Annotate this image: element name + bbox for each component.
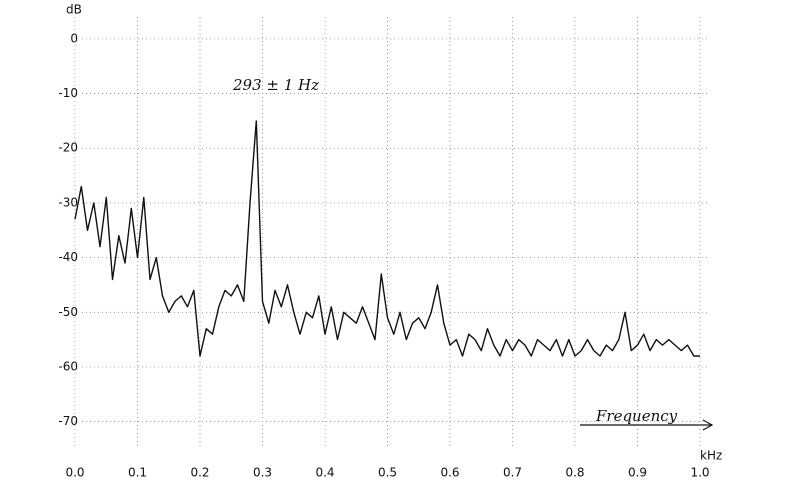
x-tick-label: 0.3 bbox=[253, 466, 272, 480]
x-tick-label: 0.8 bbox=[565, 466, 584, 480]
x-tick-label: 0.5 bbox=[378, 466, 397, 480]
x-tick-label: 1.0 bbox=[690, 466, 709, 480]
x-unit: kHz bbox=[700, 449, 722, 463]
axis-annotation: Frequency bbox=[595, 407, 678, 425]
y-tick-label: -20 bbox=[58, 141, 78, 155]
peak-annotation: 293 ± 1 Hz bbox=[232, 76, 319, 94]
y-tick-label: -40 bbox=[58, 250, 78, 264]
x-tick-label: 0.9 bbox=[628, 466, 647, 480]
y-tick-label: 0 bbox=[70, 31, 78, 45]
x-tick-label: 0.0 bbox=[65, 466, 84, 480]
y-tick-label: -30 bbox=[58, 195, 78, 209]
y-tick-label: -10 bbox=[58, 86, 78, 100]
x-tick-label: 0.4 bbox=[315, 466, 334, 480]
x-tick-label: 0.7 bbox=[503, 466, 522, 480]
y-unit: dB bbox=[66, 3, 82, 17]
spectrum-line bbox=[74, 120, 700, 357]
y-tick-label: -50 bbox=[58, 305, 78, 319]
y-tick-label: -60 bbox=[58, 359, 78, 373]
y-tick-label: -70 bbox=[58, 414, 78, 428]
x-tick-label: 0.2 bbox=[190, 466, 209, 480]
x-tick-label: 0.6 bbox=[440, 466, 459, 480]
x-tick-label: 0.1 bbox=[128, 466, 147, 480]
